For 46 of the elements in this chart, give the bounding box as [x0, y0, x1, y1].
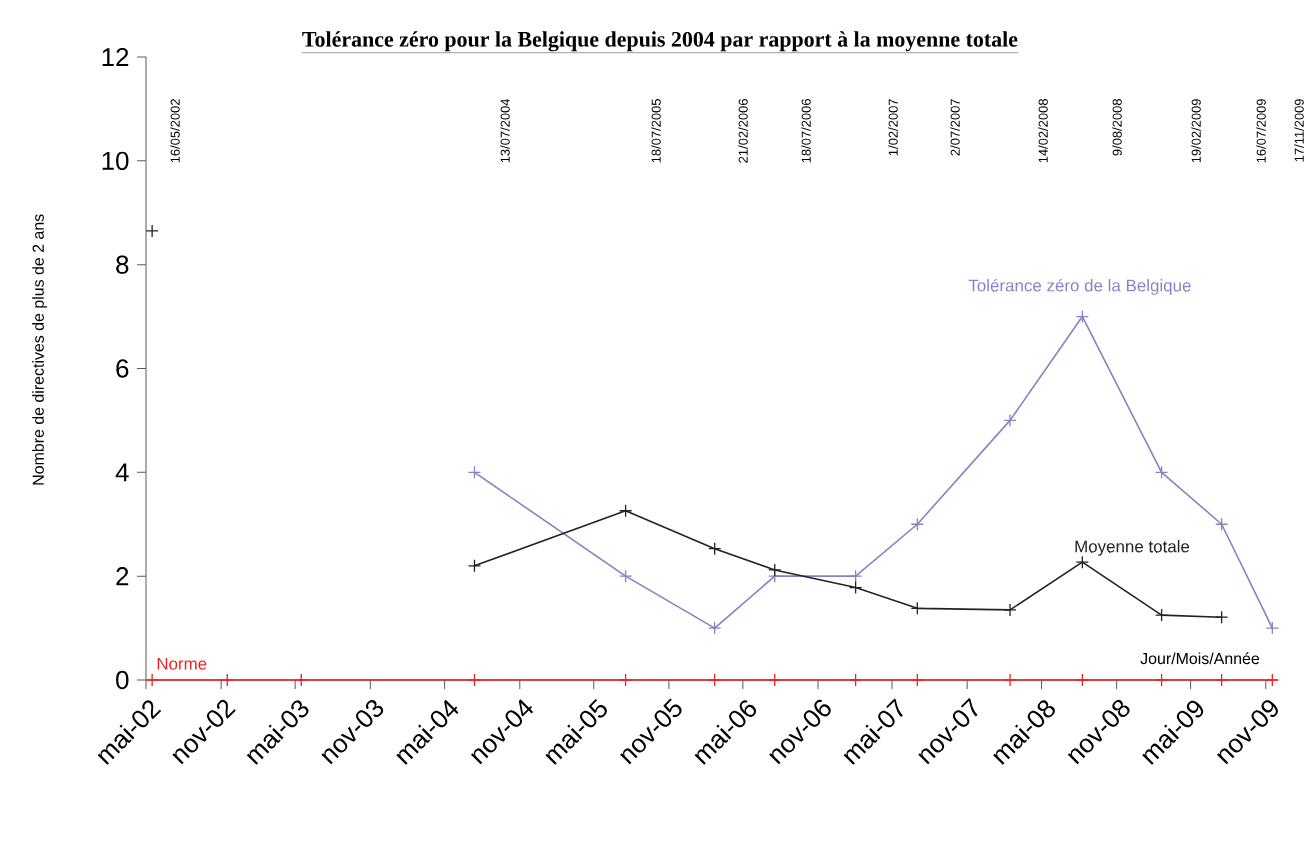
y-tick-label: 0: [116, 670, 129, 690]
annotation: 2/07/2007: [950, 99, 960, 156]
y-tick-label: 4: [115, 463, 129, 482]
point: [708, 673, 722, 687]
y-tick-label: 2: [116, 567, 129, 586]
y-tick-label: 10: [102, 151, 129, 170]
point: [145, 673, 159, 687]
chart-title: Tolérance zéro pour la Belgique depuis 2004 par rapport à la moyenne totale: [302, 31, 1018, 52]
point: [1003, 413, 1017, 428]
annotation: 9/08/2008: [1112, 99, 1122, 156]
y-tick-label: 8: [116, 255, 129, 274]
point: [1003, 673, 1017, 687]
y-tick-label: 12: [102, 47, 129, 67]
point: [1154, 673, 1169, 687]
annotation: 14/02/2008: [1038, 99, 1048, 163]
point: [294, 673, 308, 687]
y-tick-label: 6: [116, 359, 129, 378]
point: [848, 673, 863, 687]
annotation: 1/02/2007: [888, 99, 898, 156]
point: [1215, 673, 1229, 687]
point: [1075, 309, 1089, 324]
annotation: 21/02/2006: [738, 99, 748, 163]
annotation: 18/07/2006: [801, 99, 811, 163]
point: [467, 465, 482, 479]
point: [220, 673, 234, 687]
point: [910, 673, 924, 687]
point: [467, 673, 482, 687]
annotation: 16/07/2009: [1256, 99, 1266, 163]
point: [708, 621, 722, 635]
point: [768, 673, 782, 687]
annotation: 18/07/2005: [651, 99, 661, 163]
annotation: 13/07/2004: [500, 98, 510, 163]
point: [1075, 673, 1089, 687]
point: [1265, 673, 1279, 687]
point: [1154, 465, 1169, 479]
x-axis-title: Jour/Mois/Année: [1140, 652, 1260, 665]
text: 17/11/2009: [1294, 99, 1304, 162]
series-label: Norme: [157, 657, 207, 670]
point: [145, 224, 159, 238]
annotation: 19/02/2009: [1191, 99, 1201, 163]
y-axis-title: Nombre de directives de plus de 2 ans: [32, 214, 48, 485]
annotation: 16/05/2002: [170, 99, 180, 163]
series-label: Moyenne totale: [1075, 540, 1190, 556]
point: [618, 673, 633, 687]
series-label: Tolérance zéro de la Belgique: [968, 278, 1191, 295]
point: [1265, 621, 1279, 635]
